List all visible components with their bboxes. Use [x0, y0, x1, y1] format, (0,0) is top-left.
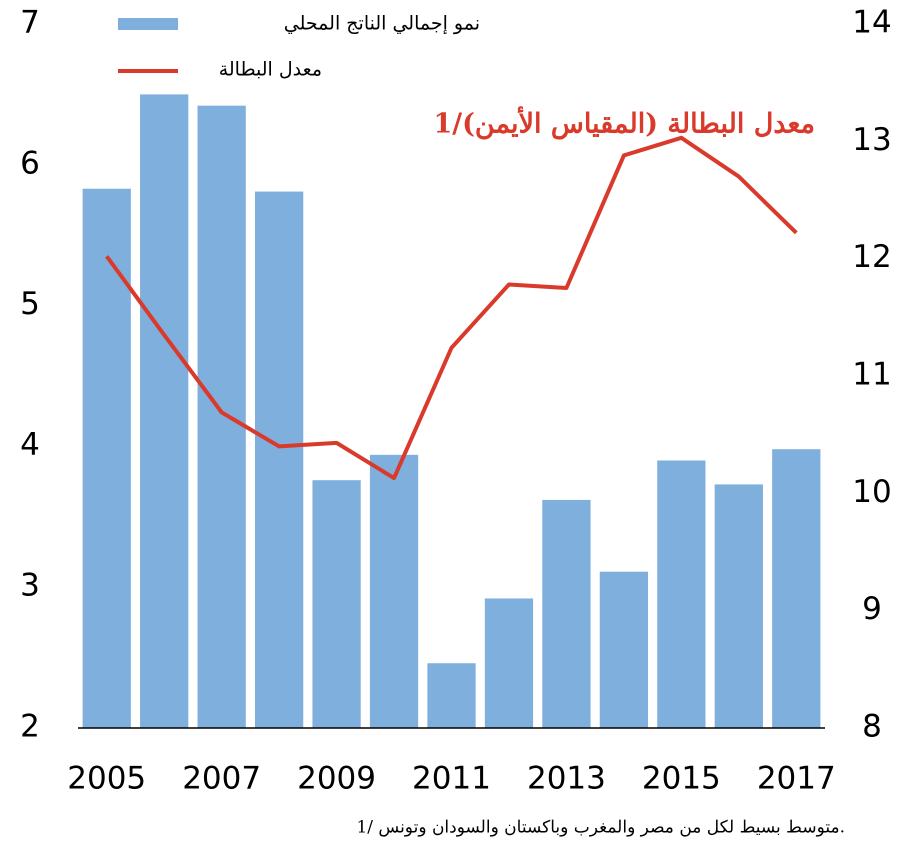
bar: [197, 105, 246, 728]
legend-label: نمو إجمالي الناتج المحلي: [284, 13, 480, 36]
x-tick-label: 2015: [642, 761, 721, 797]
y-tick-label: 7: [20, 5, 40, 41]
bar: [254, 191, 304, 728]
bar: [369, 454, 419, 728]
y-tick-label: 6: [20, 145, 40, 181]
bar: [427, 663, 476, 728]
bar: [657, 460, 706, 728]
y2-tick-label: 9: [862, 591, 882, 627]
y2-tick-label: 13: [852, 122, 891, 158]
bar: [599, 571, 649, 728]
x-tick-label: 2017: [757, 761, 836, 797]
line: [105, 135, 798, 481]
bar: [772, 449, 821, 728]
y-tick-label: 3: [20, 568, 40, 604]
y-tick-label: 4: [20, 427, 40, 463]
x-tick-label: 2007: [182, 761, 261, 797]
y-tick-label: 2: [20, 709, 40, 745]
y2-tick-label: 8: [862, 709, 882, 745]
x-tick-label: 2005: [67, 761, 146, 797]
y2-tick-label: 10: [852, 474, 891, 510]
footnote: 1/ متوسط بسيط لكل من مصر والمغرب وباكستا…: [356, 818, 845, 838]
y2-tick-label: 14: [852, 5, 891, 41]
bar: [714, 484, 763, 728]
annotation: معدل البطالة (المقياس الأيمن)/1: [433, 107, 815, 141]
y2-tick-label: 12: [852, 239, 891, 275]
y2-tick-label: 11: [852, 357, 891, 393]
x-tick-label: 2011: [412, 761, 491, 797]
bar: [484, 598, 534, 728]
legend-swatch: [118, 18, 178, 30]
x-tick-label: 2013: [527, 761, 606, 797]
legend-label: معدل البطالة: [219, 59, 322, 81]
bar: [140, 94, 189, 728]
x-tick-label: 2009: [297, 761, 376, 797]
bar: [542, 499, 591, 728]
y-tick-label: 5: [20, 286, 40, 322]
bar: [312, 480, 361, 728]
bar: [82, 188, 131, 729]
